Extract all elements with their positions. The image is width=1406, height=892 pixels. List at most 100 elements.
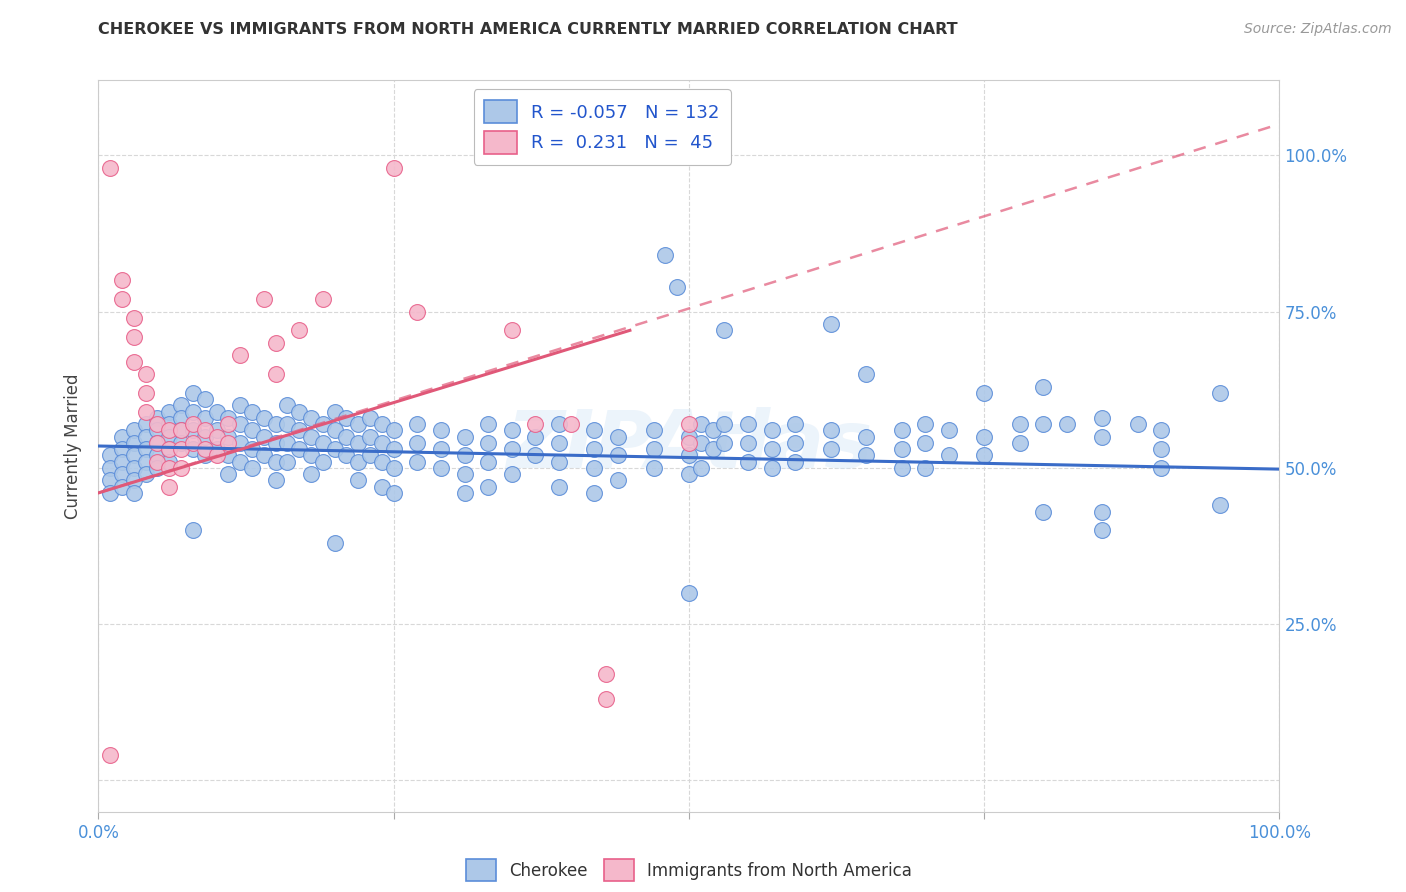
Point [1150,442,1173,457]
Point [855,449,877,463]
Point [785,417,807,431]
Point [678,429,700,443]
Point [98,748,121,763]
Point [477,417,499,431]
Point [371,480,394,494]
Point [560,417,582,431]
Point [785,455,807,469]
Point [689,461,711,475]
Point [157,404,180,418]
Point [678,586,700,600]
Point [98,161,121,175]
Point [253,429,276,443]
Text: CHEROKEE VS IMMIGRANTS FROM NORTH AMERICA CURRENTLY MARRIED CORRELATION CHART: CHEROKEE VS IMMIGRANTS FROM NORTH AMERIC… [98,22,957,37]
Point [170,442,193,457]
Point [548,435,571,450]
Point [820,317,842,331]
Point [240,404,263,418]
Point [524,449,547,463]
Point [194,429,217,443]
Point [678,417,700,431]
Point [524,429,547,443]
Point [217,429,239,443]
Point [1008,435,1031,450]
Point [146,435,169,450]
Point [430,423,453,437]
Point [217,449,239,463]
Point [938,449,960,463]
Text: Source: ZipAtlas.com: Source: ZipAtlas.com [1244,22,1392,37]
Point [194,392,217,406]
Point [347,435,370,450]
Point [122,461,145,475]
Point [430,461,453,475]
Point [607,474,630,488]
Point [170,410,193,425]
Point [157,429,180,443]
Point [229,348,252,362]
Point [406,435,429,450]
Point [453,467,475,482]
Point [299,429,322,443]
Point [122,449,145,463]
Point [548,455,571,469]
Point [111,429,134,443]
Point [347,474,370,488]
Point [406,455,429,469]
Point [146,435,169,450]
Point [713,417,735,431]
Point [359,449,381,463]
Point [477,435,499,450]
Point [855,429,877,443]
Point [312,417,335,431]
Point [98,474,121,488]
Point [1091,505,1114,519]
Point [217,467,239,482]
Point [678,435,700,450]
Point [264,417,287,431]
Point [890,461,912,475]
Point [299,467,322,482]
Point [146,449,169,463]
Point [914,417,936,431]
Point [583,423,606,437]
Point [382,486,405,500]
Point [240,461,263,475]
Point [595,692,617,706]
Point [264,455,287,469]
Point [938,423,960,437]
Point [1032,417,1054,431]
Point [276,455,298,469]
Point [607,429,630,443]
Point [737,417,759,431]
Point [524,417,547,431]
Point [253,449,276,463]
Point [122,354,145,368]
Point [583,461,606,475]
Point [1209,385,1232,400]
Point [276,398,298,412]
Point [276,435,298,450]
Point [583,442,606,457]
Point [135,429,157,443]
Point [181,435,204,450]
Point [713,435,735,450]
Point [157,480,180,494]
Point [181,423,204,437]
Point [229,455,252,469]
Point [1032,379,1054,393]
Point [98,461,121,475]
Point [820,442,842,457]
Point [240,442,263,457]
Point [1008,417,1031,431]
Point [98,486,121,500]
Point [135,455,157,469]
Point [312,455,335,469]
Point [146,461,169,475]
Point [157,461,180,475]
Point [371,435,394,450]
Point [323,404,346,418]
Point [820,423,842,437]
Point [157,423,180,437]
Point [205,404,228,418]
